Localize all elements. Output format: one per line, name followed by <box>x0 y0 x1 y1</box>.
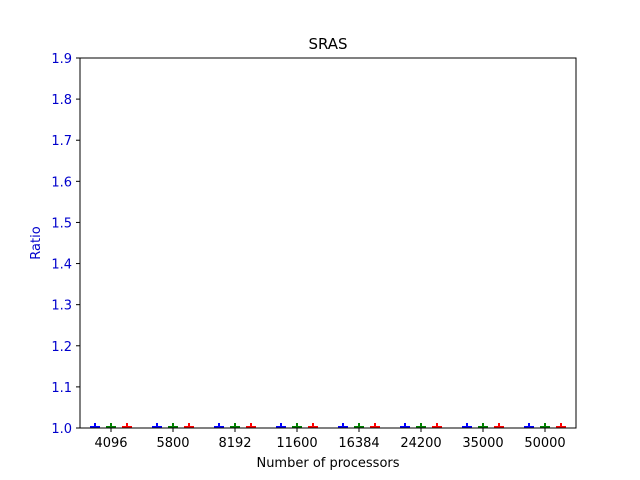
y-tick-label: 1.8 <box>51 93 72 108</box>
y-tick-label: 1.3 <box>51 299 72 314</box>
x-tick-label: 5800 <box>156 436 189 451</box>
x-ticks: 4096 5800 8192 11600 16384 24200 35000 50000 <box>94 428 566 451</box>
y-tick-label: 1.4 <box>51 258 72 273</box>
y-tick-label: 1.6 <box>51 175 72 190</box>
y-ticks: 1.0 1.1 1.2 1.3 1.4 1.5 1.6 1.7 1.8 1.9 <box>51 52 80 437</box>
x-tick-label: 4096 <box>94 436 127 451</box>
chart-title: SRAS <box>308 35 347 53</box>
y-tick-label: 1.5 <box>51 216 72 231</box>
y-tick-label: 1.1 <box>51 381 72 396</box>
y-tick-label: 1.2 <box>51 340 72 355</box>
x-axis-label: Number of processors <box>256 456 399 471</box>
y-axis-label: Ratio <box>29 226 44 259</box>
x-tick-label: 24200 <box>400 436 441 451</box>
x-tick-label: 35000 <box>462 436 503 451</box>
x-tick-label: 16384 <box>338 436 379 451</box>
plot-area <box>80 58 576 428</box>
plot-frame <box>79 57 577 429</box>
y-tick-label: 1.9 <box>51 52 72 67</box>
y-tick-label: 1.7 <box>51 134 72 149</box>
x-tick-label: 8192 <box>218 436 251 451</box>
x-tick-label: 11600 <box>276 436 317 451</box>
y-tick-label: 1.0 <box>51 422 72 437</box>
x-tick-label: 50000 <box>524 436 565 451</box>
